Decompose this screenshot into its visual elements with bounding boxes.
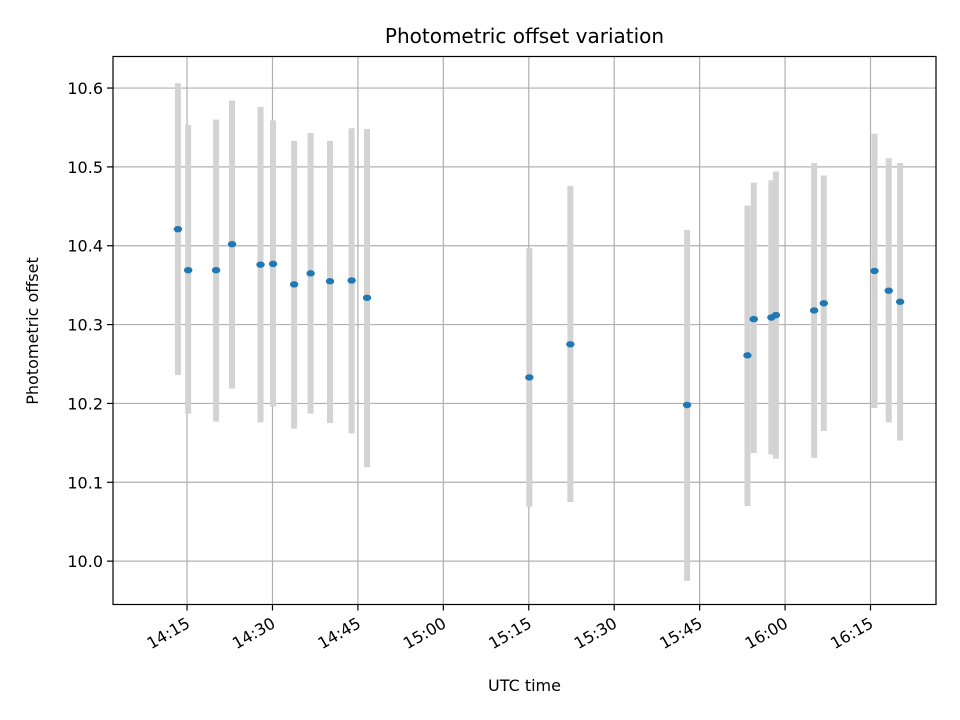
data-point bbox=[884, 287, 893, 294]
y-tick-label: 10.5 bbox=[67, 158, 103, 177]
data-point bbox=[566, 341, 575, 348]
y-tick-label: 10.4 bbox=[67, 237, 103, 256]
data-point bbox=[347, 277, 356, 284]
data-point bbox=[870, 267, 879, 275]
data-point bbox=[306, 270, 315, 277]
plot-frame bbox=[112, 55, 937, 606]
data-point bbox=[362, 294, 372, 301]
data-point bbox=[895, 298, 905, 305]
data-point bbox=[227, 240, 237, 248]
data-points bbox=[173, 225, 905, 409]
data-point bbox=[819, 300, 828, 307]
data-point bbox=[211, 266, 221, 274]
data-point bbox=[749, 315, 758, 323]
data-point bbox=[256, 261, 265, 268]
y-tick-label: 10.0 bbox=[67, 552, 103, 571]
y-tick-label: 10.1 bbox=[67, 473, 103, 492]
data-point bbox=[173, 225, 183, 233]
data-point bbox=[525, 374, 534, 381]
chart-title: Photometric offset variation bbox=[385, 24, 664, 48]
data-point bbox=[183, 266, 193, 274]
data-point bbox=[289, 281, 299, 288]
y-tick-label: 10.6 bbox=[67, 79, 103, 98]
data-point bbox=[268, 260, 278, 268]
data-point bbox=[325, 278, 335, 285]
data-point bbox=[682, 401, 692, 409]
x-axis-label: UTC time bbox=[488, 676, 561, 695]
y-axis-ticks: 10.0 10.1 10.2 10.3 10.4 10.5 10.6 bbox=[67, 79, 113, 571]
y-axis-label: Photometric offset bbox=[23, 257, 42, 405]
y-tick-label: 10.3 bbox=[67, 316, 103, 335]
grid bbox=[113, 56, 936, 605]
y-tick-label: 10.2 bbox=[67, 394, 103, 413]
data-point bbox=[743, 352, 752, 359]
data-point bbox=[771, 311, 781, 319]
data-point bbox=[809, 307, 819, 314]
